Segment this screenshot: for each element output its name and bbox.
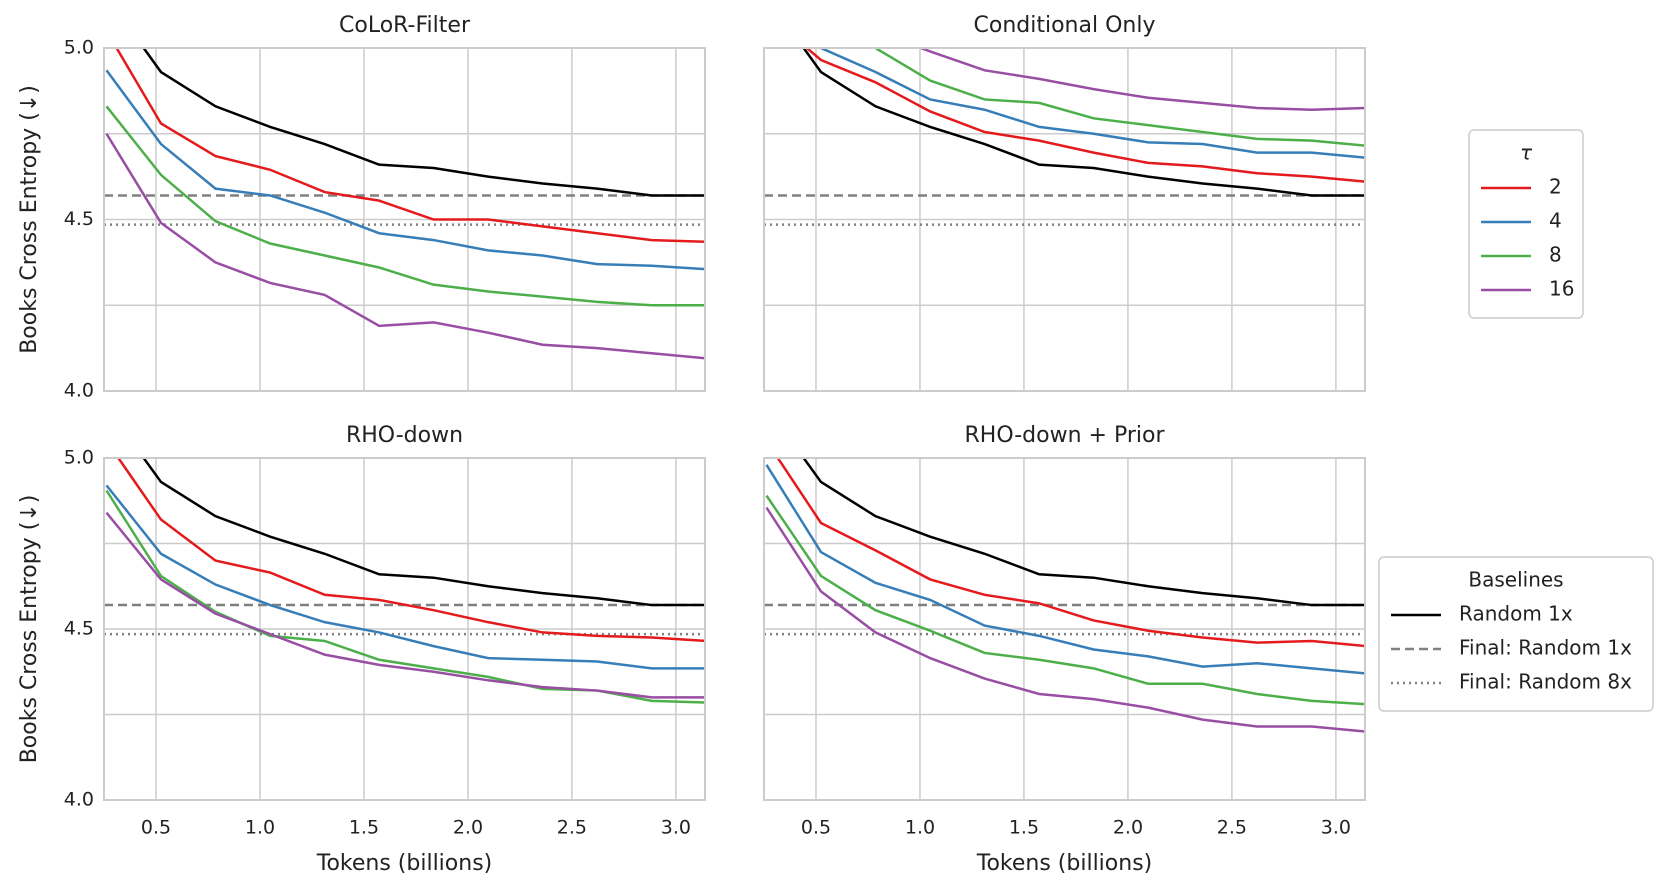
axes-frame [763, 47, 1366, 392]
x-tick-label: 0.5 [801, 817, 831, 839]
series-line [917, 48, 1365, 111]
legend: τ2 4 8 16 [1468, 129, 1584, 319]
legend-label: 16 [1549, 277, 1574, 301]
series-line [872, 48, 1365, 147]
x-tick-label: 0.5 [141, 817, 171, 839]
series-line [105, 484, 705, 670]
axes-frame [103, 47, 706, 392]
series-line [105, 489, 705, 704]
series-line [105, 105, 705, 307]
series-line [776, 458, 1365, 648]
x-tick-label: 3.0 [661, 817, 691, 839]
series-line [802, 458, 1365, 607]
panel: 0.5 1.0 1.5 2.0 2.5 3.0 RHO-down + Prior Tokens… [763, 423, 1366, 876]
legend-label: Final: Random 8x [1459, 670, 1632, 694]
y-tick-label: 4.0 [64, 380, 94, 402]
plot-area [764, 48, 1365, 226]
series-line [105, 133, 705, 360]
x-axis-label: Tokens (billions) [316, 851, 493, 876]
x-tick-label: 2.5 [557, 817, 587, 839]
panel: 4.0 4.5 5.0 CoLoR-Filter Books Cross Entropy… [17, 13, 706, 402]
y-tick-label: 5.0 [64, 447, 94, 469]
series-line [765, 494, 1365, 706]
series-line [105, 511, 705, 699]
legend-label: 2 [1549, 175, 1562, 199]
x-tick-label: 3.0 [1321, 817, 1351, 839]
x-tick-label: 2.5 [1217, 817, 1247, 839]
subplot-title: CoLoR-Filter [339, 13, 471, 38]
series-line [804, 48, 1365, 183]
x-tick-label: 1.5 [349, 817, 379, 839]
legend: Baselines Random 1x Final: Random 1x Final:… [1378, 556, 1654, 712]
legend-label: Final: Random 1x [1459, 636, 1632, 660]
plot-area [104, 48, 705, 360]
legend-box [1378, 556, 1654, 712]
legend-box [1468, 129, 1584, 319]
panel: Conditional Only [763, 13, 1366, 392]
y-axis-label: Books Cross Entropy (↓) [17, 85, 42, 354]
series-line [116, 458, 705, 643]
x-tick-label: 1.5 [1009, 817, 1039, 839]
axes-frame [763, 457, 1366, 801]
series-line [818, 48, 1365, 159]
plot-area [104, 458, 705, 704]
x-axis-label: Tokens (billions) [976, 851, 1153, 876]
y-tick-label: 4.5 [64, 208, 94, 230]
series-line [142, 48, 705, 197]
series-line [765, 464, 1365, 675]
series-line [115, 48, 705, 244]
y-axis-label: Books Cross Entropy (↓) [17, 495, 42, 764]
legend-title: Baselines [1468, 568, 1563, 592]
plot-area [764, 458, 1365, 733]
series-line [142, 458, 705, 607]
legend-label: 4 [1549, 209, 1562, 233]
series-line [802, 48, 1365, 197]
legend-title: τ [1520, 141, 1533, 165]
series-line [765, 506, 1365, 733]
legend-label: Random 1x [1459, 602, 1573, 626]
x-tick-label: 2.0 [1113, 817, 1143, 839]
x-tick-label: 1.0 [245, 817, 275, 839]
subplot-title: RHO-down [346, 423, 463, 448]
legend-label: 8 [1549, 243, 1562, 267]
y-tick-label: 4.5 [64, 618, 94, 640]
y-tick-label: 4.0 [64, 789, 94, 811]
series-line [105, 69, 705, 271]
panel: 0.5 1.0 1.5 2.0 2.5 3.0 4.0 4.5 5.0 RHO-down Token… [17, 423, 706, 876]
x-tick-label: 1.0 [905, 817, 935, 839]
subplot-title: RHO-down + Prior [964, 423, 1165, 448]
y-tick-label: 5.0 [64, 37, 94, 59]
x-tick-label: 2.0 [453, 817, 483, 839]
subplot-title: Conditional Only [974, 13, 1156, 38]
axes-frame [103, 457, 706, 801]
